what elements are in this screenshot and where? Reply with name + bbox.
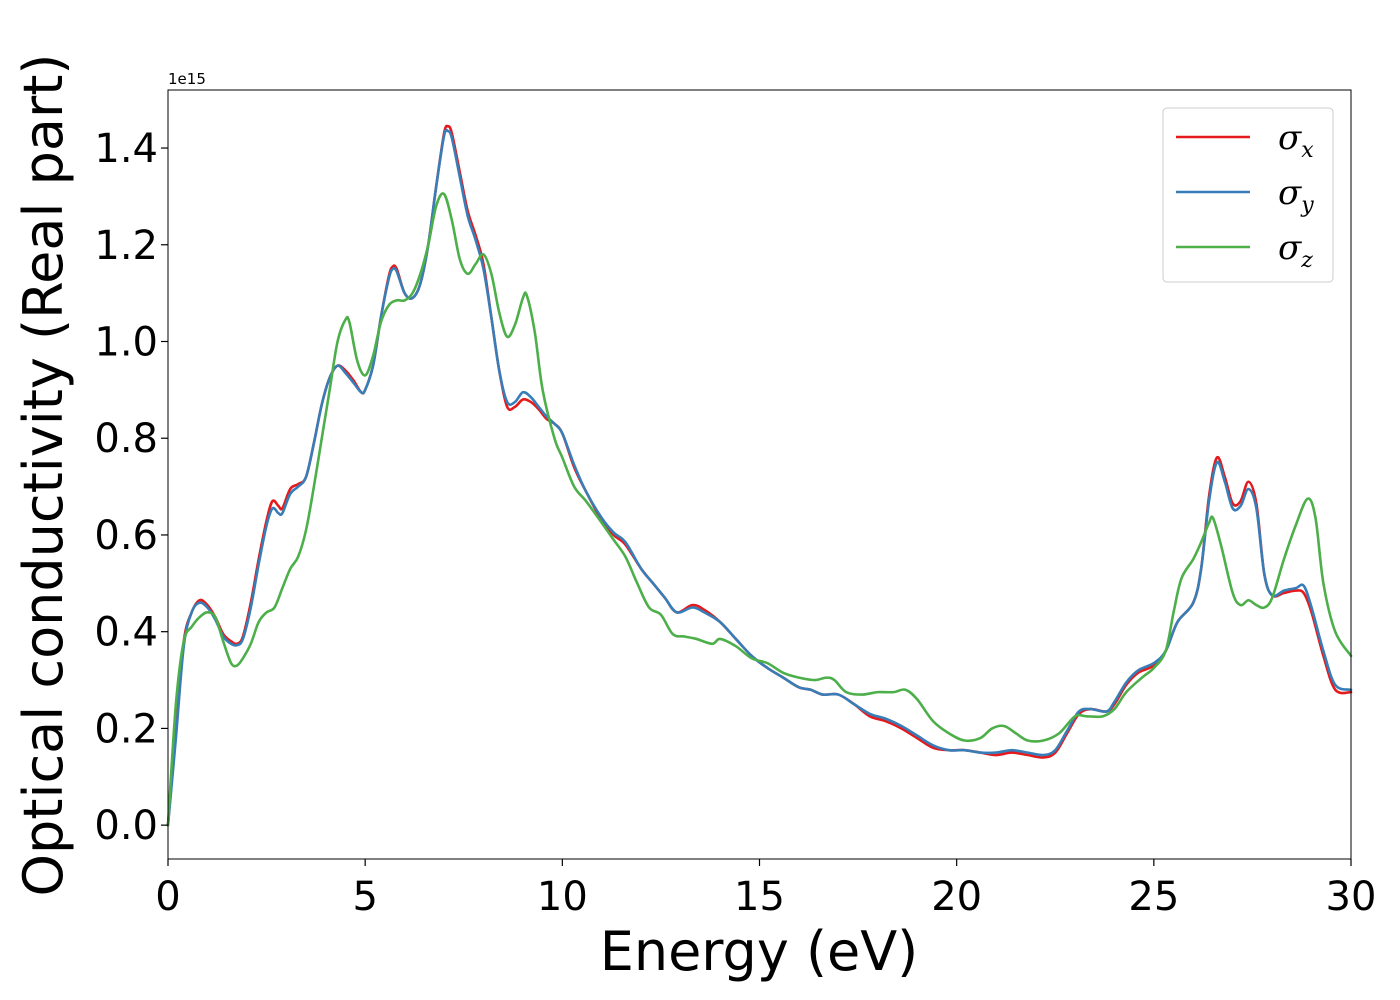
x-tick-label: 0 <box>155 874 180 920</box>
legend-symbol: σ <box>1278 118 1302 158</box>
x-tick-label: 20 <box>931 874 982 920</box>
y-tick-label: 1.2 <box>94 223 158 269</box>
y-tick-label: 0.4 <box>94 610 158 656</box>
x-axis-ticks: 0 5 10 15 20 25 30 <box>155 859 1376 920</box>
legend-symbol: σ <box>1278 173 1302 213</box>
y-tick-label: 0.0 <box>94 803 158 849</box>
y-offset-label: 1e15 <box>168 70 206 88</box>
x-tick-label: 25 <box>1128 874 1179 920</box>
legend-box <box>1162 107 1334 283</box>
legend-symbol: σ <box>1278 228 1302 268</box>
x-tick-label: 5 <box>352 874 377 920</box>
plot-background <box>168 90 1351 859</box>
legend-subscript: z <box>1300 248 1313 273</box>
series-line-z <box>166 192 1353 827</box>
legend-label-z: σz <box>1278 228 1313 273</box>
y-axis-title: Optical conductivity (Real part) <box>12 54 75 897</box>
x-tick-label: 30 <box>1326 874 1377 920</box>
x-axis-title: Energy (eV) <box>600 920 919 983</box>
legend-label-x: σx <box>1278 118 1314 163</box>
y-tick-label: 0.8 <box>94 416 158 462</box>
legend-subscript: x <box>1301 138 1314 163</box>
y-axis-ticks: 0.0 0.2 0.4 0.6 0.8 1.0 1.2 1.4 <box>94 126 168 849</box>
x-tick-label: 15 <box>734 874 785 920</box>
legend-label-y: σy <box>1278 173 1314 218</box>
y-tick-label: 0.6 <box>94 513 158 559</box>
x-tick-label: 10 <box>537 874 588 920</box>
y-tick-label: 0.2 <box>94 706 158 752</box>
y-tick-label: 1.0 <box>94 319 158 365</box>
y-tick-label: 1.4 <box>94 126 158 172</box>
legend-subscript: y <box>1300 193 1314 218</box>
series-layer <box>166 124 1353 827</box>
